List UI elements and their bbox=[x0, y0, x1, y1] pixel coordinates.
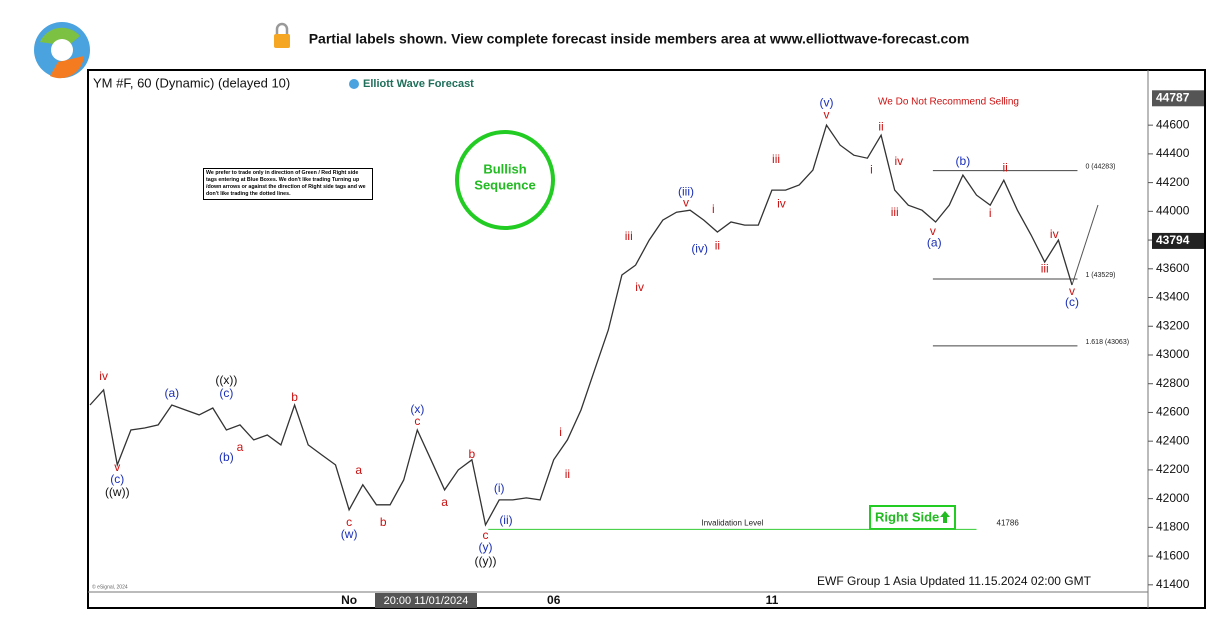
chart-title: YM #F, 60 (Dynamic) (delayed 10) bbox=[93, 75, 290, 90]
copyright: © eSignal, 2024 bbox=[92, 583, 128, 590]
x-tick-label: 06 bbox=[547, 593, 561, 607]
brand: Elliott Wave Forecast bbox=[363, 78, 474, 90]
wave-label: ii bbox=[1002, 160, 1007, 174]
wave-label: iv bbox=[894, 154, 903, 168]
level-label: 1.618 (43063) bbox=[1085, 339, 1129, 346]
x-tick-label: 11 bbox=[766, 593, 779, 607]
wave-label: iv bbox=[99, 369, 108, 383]
wave-label: (b) bbox=[956, 154, 971, 168]
y-tick-label: 41800 bbox=[1156, 520, 1190, 534]
x-tick-label: No bbox=[341, 593, 357, 607]
y-tick-label: 44400 bbox=[1156, 146, 1190, 160]
y-tick-label: 42600 bbox=[1156, 405, 1190, 419]
wave-label: c bbox=[483, 528, 489, 542]
wave-label: iv bbox=[777, 196, 786, 210]
wave-label: ((y)) bbox=[475, 554, 497, 568]
wave-label: c bbox=[414, 414, 420, 428]
y-tick-label: 41400 bbox=[1156, 577, 1190, 591]
crosshair-label: 20:00 11/01/2024 bbox=[384, 595, 469, 607]
wave-label: iii bbox=[1041, 261, 1049, 275]
level-label: 1 (43529) bbox=[1085, 272, 1115, 279]
header-text: Partial labels shown. View complete fore… bbox=[309, 31, 970, 47]
wave-label: (a) bbox=[164, 386, 179, 400]
wave-label: (c) bbox=[110, 472, 124, 486]
y-tick-label: 43600 bbox=[1156, 261, 1190, 275]
wave-label: (iv) bbox=[691, 241, 708, 255]
footer: EWF Group 1 Asia Updated 11.15.2024 02:0… bbox=[817, 574, 1092, 588]
wave-label: iii bbox=[772, 152, 780, 166]
wave-label: (ii) bbox=[499, 513, 512, 527]
crosshair-box bbox=[375, 593, 477, 608]
price-badge-label: 44787 bbox=[1156, 90, 1190, 104]
wave-label: ii bbox=[715, 238, 720, 252]
wave-label: v bbox=[114, 460, 120, 474]
wave-label: c bbox=[346, 515, 352, 529]
wave-label: ii bbox=[878, 119, 883, 133]
price-badge bbox=[1152, 90, 1204, 107]
wave-label: (x) bbox=[410, 402, 424, 416]
badge-text: Bullish bbox=[483, 161, 526, 176]
y-tick-label: 43000 bbox=[1156, 347, 1190, 361]
wave-label: i bbox=[712, 202, 715, 216]
wave-label: (i) bbox=[494, 481, 505, 495]
wave-label: v bbox=[1069, 284, 1075, 298]
note: We prefer to trade only in direction of … bbox=[203, 168, 373, 200]
wave-label: (v) bbox=[820, 95, 834, 109]
lock-icon bbox=[274, 22, 290, 48]
y-tick-label: 42800 bbox=[1156, 376, 1190, 390]
y-tick-label: 42200 bbox=[1156, 462, 1190, 476]
brand-icon bbox=[349, 79, 359, 89]
wave-label: a bbox=[237, 440, 244, 454]
badge-text: Sequence bbox=[474, 177, 535, 192]
wave-label: (c) bbox=[1065, 295, 1079, 309]
wave-label: iv bbox=[635, 280, 644, 294]
price-badge bbox=[1152, 232, 1204, 249]
wave-label: (a) bbox=[927, 235, 942, 249]
y-tick-label: 44600 bbox=[1156, 117, 1190, 131]
wave-label: a bbox=[441, 495, 448, 509]
level-label: Invalidation Level bbox=[701, 518, 763, 527]
right-side: Right Side bbox=[875, 509, 939, 524]
arrow-icon bbox=[940, 511, 950, 523]
wave-label: b bbox=[291, 390, 298, 404]
wave-label: i bbox=[870, 162, 873, 176]
wave-label: a bbox=[355, 463, 362, 477]
wave-label: (y) bbox=[479, 540, 493, 554]
wave-label: iv bbox=[1050, 227, 1059, 241]
wave-label: (w) bbox=[341, 527, 358, 541]
projection bbox=[1071, 204, 1099, 286]
level-label: 0 (44283) bbox=[1085, 164, 1115, 171]
wave-label: v bbox=[824, 107, 830, 121]
price-badge-label: 43794 bbox=[1156, 233, 1190, 247]
y-tick-label: 44000 bbox=[1156, 204, 1190, 218]
y-tick-label: 44200 bbox=[1156, 175, 1190, 189]
chart-frame bbox=[87, 69, 1206, 609]
wave-label: iii bbox=[625, 229, 633, 243]
warning: We Do Not Recommend Selling bbox=[878, 97, 1019, 108]
wave-label: (b) bbox=[219, 450, 234, 464]
wave-label: b bbox=[469, 447, 476, 461]
y-tick-label: 43200 bbox=[1156, 318, 1190, 332]
y-tick-label: 41600 bbox=[1156, 548, 1190, 562]
price-line bbox=[89, 123, 1073, 527]
wave-label: i bbox=[989, 206, 992, 220]
logo bbox=[34, 22, 90, 79]
y-tick-label: 42000 bbox=[1156, 491, 1190, 505]
wave-label: b bbox=[380, 515, 387, 529]
level-value: 41786 bbox=[997, 518, 1020, 527]
wave-label: ((w)) bbox=[105, 485, 130, 499]
wave-label: ii bbox=[565, 467, 570, 481]
y-tick-label: 42400 bbox=[1156, 433, 1190, 447]
y-tick-label: 43400 bbox=[1156, 290, 1190, 304]
badge-circle bbox=[455, 130, 555, 230]
wave-label: i bbox=[559, 425, 562, 439]
wave-label: v bbox=[930, 224, 936, 238]
wave-label: iii bbox=[891, 205, 899, 219]
wave-label: (iii) bbox=[678, 184, 694, 198]
wave-label: (c) bbox=[219, 386, 233, 400]
wave-label: ((x)) bbox=[215, 373, 237, 387]
wave-label: v bbox=[683, 195, 689, 209]
